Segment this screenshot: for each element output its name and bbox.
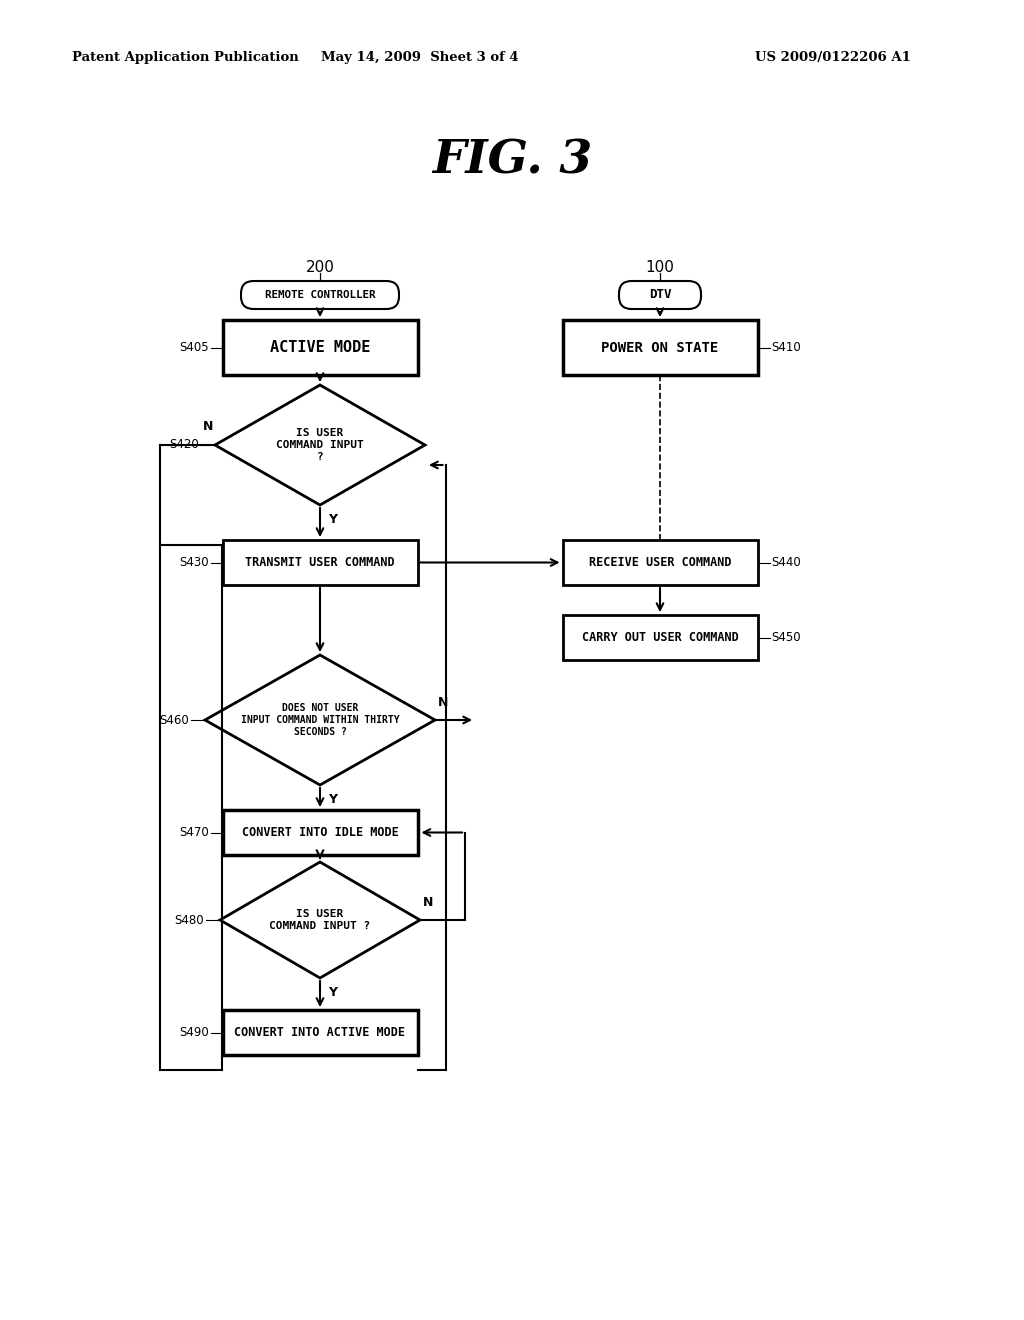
Text: S405: S405: [179, 341, 209, 354]
Text: CARRY OUT USER COMMAND: CARRY OUT USER COMMAND: [582, 631, 738, 644]
Text: ACTIVE MODE: ACTIVE MODE: [269, 341, 371, 355]
Text: N: N: [423, 895, 433, 908]
Text: IS USER
COMMAND INPUT
?: IS USER COMMAND INPUT ?: [276, 428, 364, 462]
FancyBboxPatch shape: [562, 319, 758, 375]
Text: US 2009/0122206 A1: US 2009/0122206 A1: [755, 51, 911, 65]
Text: DOES NOT USER
INPUT COMMAND WITHIN THIRTY
SECONDS ?: DOES NOT USER INPUT COMMAND WITHIN THIRT…: [241, 702, 399, 738]
Text: May 14, 2009  Sheet 3 of 4: May 14, 2009 Sheet 3 of 4: [322, 51, 519, 65]
Text: RECEIVE USER COMMAND: RECEIVE USER COMMAND: [589, 556, 731, 569]
Text: S490: S490: [179, 1026, 209, 1039]
Text: Y: Y: [328, 513, 337, 525]
Text: S430: S430: [179, 556, 209, 569]
Text: FIG. 3: FIG. 3: [432, 137, 592, 183]
Text: S470: S470: [179, 826, 209, 840]
FancyBboxPatch shape: [562, 615, 758, 660]
Text: N: N: [438, 696, 449, 709]
Polygon shape: [205, 655, 435, 785]
Text: 200: 200: [305, 260, 335, 276]
FancyBboxPatch shape: [222, 319, 418, 375]
Text: Y: Y: [328, 986, 337, 999]
Text: N: N: [203, 421, 213, 433]
Text: Y: Y: [328, 793, 337, 807]
Text: S440: S440: [771, 556, 801, 569]
FancyBboxPatch shape: [241, 281, 399, 309]
Text: REMOTE CONTROLLER: REMOTE CONTROLLER: [265, 290, 375, 300]
FancyBboxPatch shape: [222, 810, 418, 855]
Polygon shape: [220, 862, 420, 978]
Text: S480: S480: [174, 913, 204, 927]
Text: CONVERT INTO ACTIVE MODE: CONVERT INTO ACTIVE MODE: [234, 1026, 406, 1039]
Text: Patent Application Publication: Patent Application Publication: [72, 51, 299, 65]
Text: S420: S420: [169, 438, 199, 451]
Text: S410: S410: [771, 341, 801, 354]
Text: 100: 100: [645, 260, 675, 276]
FancyBboxPatch shape: [222, 540, 418, 585]
Polygon shape: [215, 385, 425, 506]
Text: S460: S460: [160, 714, 189, 726]
Text: S450: S450: [771, 631, 801, 644]
FancyBboxPatch shape: [562, 540, 758, 585]
FancyBboxPatch shape: [222, 1010, 418, 1055]
FancyBboxPatch shape: [618, 281, 701, 309]
Text: TRANSMIT USER COMMAND: TRANSMIT USER COMMAND: [245, 556, 395, 569]
Text: IS USER
COMMAND INPUT ?: IS USER COMMAND INPUT ?: [269, 908, 371, 931]
Text: CONVERT INTO IDLE MODE: CONVERT INTO IDLE MODE: [242, 826, 398, 840]
Text: POWER ON STATE: POWER ON STATE: [601, 341, 719, 355]
Text: DTV: DTV: [649, 289, 672, 301]
